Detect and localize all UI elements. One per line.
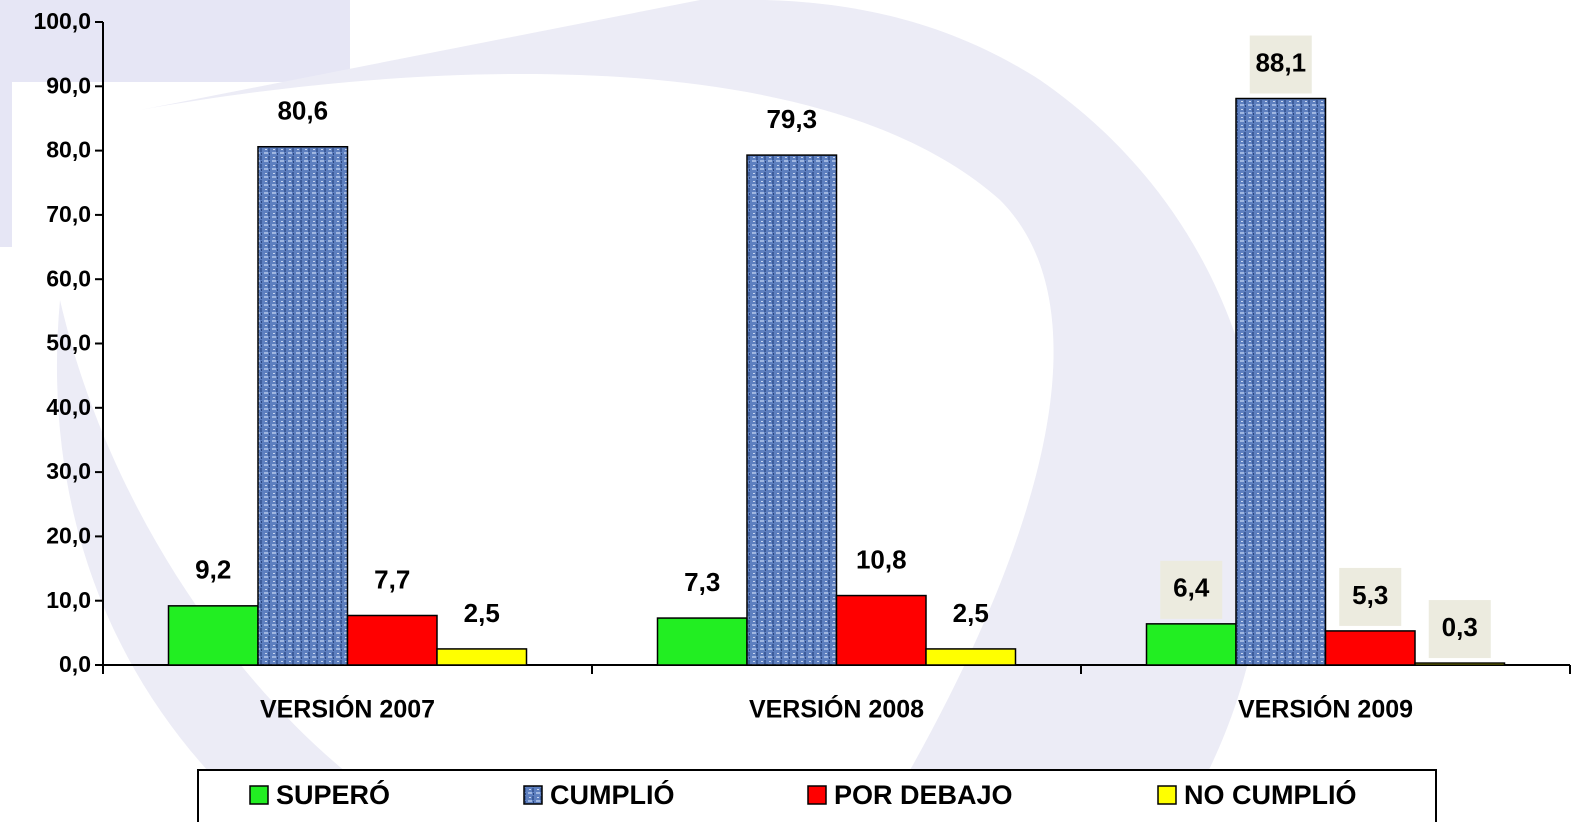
y-tick-label: 70,0 [46, 201, 91, 227]
value-label: 88,1 [1255, 47, 1306, 77]
y-tick-label: 50,0 [46, 330, 91, 356]
label-background [1339, 567, 1402, 626]
legend-swatch [249, 785, 269, 805]
y-tick-label: 0,0 [59, 651, 91, 677]
value-label: 9,2 [195, 555, 231, 585]
legend-swatch [807, 785, 827, 805]
bar [257, 145, 349, 666]
bar [167, 605, 259, 666]
bar [835, 594, 927, 666]
value-label: 0,3 [1442, 612, 1478, 642]
value-label: 2,5 [953, 598, 989, 628]
bar [656, 617, 748, 666]
legend-label: NO CUMPLIÓ [1184, 779, 1357, 810]
value-label: 5,3 [1352, 580, 1388, 610]
value-label: 79,3 [766, 104, 817, 134]
legend-swatch [1157, 785, 1177, 805]
legend-label: CUMPLIÓ [550, 779, 675, 810]
value-label: 2,5 [464, 598, 500, 628]
label-background [1428, 600, 1491, 659]
label-background [1249, 35, 1312, 94]
background [0, 0, 1267, 822]
label-background [1160, 560, 1223, 619]
y-tick-label: 30,0 [46, 458, 91, 484]
value-label: 80,6 [277, 96, 328, 126]
x-tick-label: VERSIÓN 2008 [749, 694, 924, 724]
y-tick-label: 20,0 [46, 522, 91, 548]
bar [1145, 623, 1237, 666]
y-tick-label: 10,0 [46, 587, 91, 613]
y-tick-label: 60,0 [46, 265, 91, 291]
y-tick-label: 80,0 [46, 137, 91, 163]
legend-swatch [523, 785, 543, 805]
value-label: 10,8 [856, 544, 907, 574]
value-label: 7,3 [684, 567, 720, 597]
bar [925, 648, 1017, 666]
legend-label: POR DEBAJO [834, 780, 1013, 810]
y-tick-label: 90,0 [46, 72, 91, 98]
x-tick-label: VERSIÓN 2007 [260, 694, 435, 724]
bar [1414, 662, 1506, 666]
bar [746, 154, 838, 666]
legend-label: SUPERÓ [276, 779, 390, 810]
bar [1235, 97, 1327, 666]
bar [1324, 630, 1416, 666]
y-tick-label: 100,0 [33, 8, 91, 34]
bar [346, 614, 438, 666]
x-tick-label: VERSIÓN 2009 [1238, 694, 1413, 724]
value-label: 6,4 [1173, 573, 1210, 603]
bar [436, 648, 528, 666]
value-label: 7,7 [374, 564, 410, 594]
y-tick-label: 40,0 [46, 394, 91, 420]
